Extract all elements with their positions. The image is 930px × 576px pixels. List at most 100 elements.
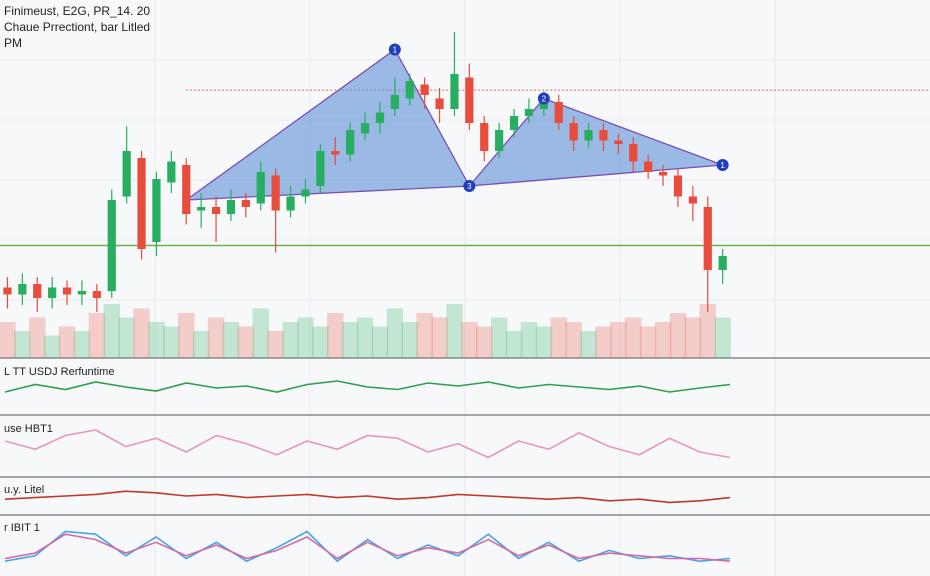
volume-bar xyxy=(43,335,61,358)
volume-bar xyxy=(178,313,195,358)
panel-title: u.y. Litel xyxy=(4,484,44,496)
pattern-point xyxy=(716,159,729,171)
pattern-triangle xyxy=(184,48,471,201)
volume-bar xyxy=(282,322,299,358)
candle-body xyxy=(286,196,295,211)
candle-body xyxy=(271,175,280,211)
candle-body xyxy=(569,123,578,141)
panel-title: L TT USDJ Rerfuntime xyxy=(4,366,114,378)
volume-bar xyxy=(461,322,478,358)
candle-body xyxy=(331,151,340,155)
candle-body xyxy=(77,291,87,295)
candle-body xyxy=(495,130,504,151)
volume-bar xyxy=(222,322,240,358)
candle-body xyxy=(241,200,250,207)
volume-bar xyxy=(252,308,269,358)
candle-body xyxy=(599,130,608,141)
volume-bar xyxy=(580,331,597,358)
volume-bar xyxy=(103,304,120,358)
candle-body xyxy=(465,77,474,123)
candle-body xyxy=(435,98,444,109)
pattern-point xyxy=(463,180,476,192)
candle-body xyxy=(48,287,57,298)
panel-title: use HBT1 xyxy=(4,423,53,435)
volume-bar xyxy=(490,317,508,358)
volume-bar xyxy=(237,326,255,358)
indicator-line xyxy=(4,533,731,562)
volume-bar xyxy=(535,326,553,358)
candle-body xyxy=(375,112,385,123)
volume-bar xyxy=(684,317,702,358)
volume-bar xyxy=(58,326,76,358)
candle-body xyxy=(658,172,668,176)
candle-body xyxy=(92,291,101,298)
volume-bar xyxy=(416,313,433,358)
indicator-line xyxy=(4,380,731,393)
candle-body xyxy=(226,200,236,214)
volume-bar xyxy=(386,308,404,358)
volume-bar xyxy=(14,331,31,358)
candle-body xyxy=(122,151,131,197)
candle-body xyxy=(524,109,534,116)
candle-body xyxy=(346,130,355,155)
candle-body xyxy=(718,256,727,270)
pattern-point-label: 3 xyxy=(467,182,472,191)
candle-body xyxy=(360,123,370,134)
pattern-point-label: 1 xyxy=(393,46,398,55)
volume-bar xyxy=(356,317,374,358)
volume-bar xyxy=(625,317,642,358)
candle-body xyxy=(405,81,414,99)
volume-bar xyxy=(118,317,135,358)
header-line: PM xyxy=(4,36,22,50)
chart-layer: 1 3 2 1 L TT USDJ Rerfuntime use HBT1 u.y. Lit… xyxy=(0,32,930,563)
volume-bar xyxy=(163,326,180,358)
candle-body xyxy=(301,189,310,197)
volume-bar xyxy=(88,313,106,358)
volume-bar xyxy=(29,317,46,358)
volume-bar xyxy=(446,304,463,358)
volume-bar xyxy=(476,326,493,358)
volume-bar xyxy=(431,317,448,358)
candle-body xyxy=(182,165,191,214)
volume-bar xyxy=(371,326,389,358)
volume-bar xyxy=(565,322,582,358)
candle-body xyxy=(420,84,429,95)
candle-body xyxy=(539,102,548,109)
pattern-point xyxy=(388,43,401,56)
candle-body xyxy=(480,123,489,151)
volume-bar xyxy=(669,313,687,358)
candle-body xyxy=(390,95,399,109)
volume-bar xyxy=(148,322,165,358)
candle-body xyxy=(614,140,623,144)
volume-bar xyxy=(327,313,344,358)
candle-body xyxy=(137,158,146,249)
pattern-point xyxy=(537,92,550,105)
indicator-line xyxy=(4,490,731,504)
candle-body xyxy=(554,102,563,123)
candle-body xyxy=(152,179,161,242)
candle-body xyxy=(316,151,325,186)
pattern-point-label: 2 xyxy=(542,95,547,104)
volume-bar xyxy=(401,322,418,358)
candle-body xyxy=(197,207,206,211)
candle-body xyxy=(509,116,519,130)
volume-bar xyxy=(520,322,538,358)
volume-bar xyxy=(341,322,359,358)
candle-body xyxy=(584,130,593,141)
volume-bar xyxy=(297,317,314,358)
header-line: Chaue Prrectiont, bar Litled xyxy=(4,20,150,34)
candle-body xyxy=(107,200,116,291)
volume-bar xyxy=(0,322,16,358)
candle-body xyxy=(644,161,653,172)
volume-bar xyxy=(699,304,716,358)
candle-body xyxy=(703,207,712,270)
candle-body xyxy=(688,196,697,204)
header-line: Finimeust, E2G, PR_14. 20 xyxy=(4,4,150,18)
volume-bar xyxy=(73,331,91,358)
pattern-triangle xyxy=(467,97,723,187)
volume-bar xyxy=(133,308,150,358)
volume-bar xyxy=(714,317,731,358)
pattern-point-label: 1 xyxy=(720,161,725,170)
candle-body xyxy=(256,172,265,204)
